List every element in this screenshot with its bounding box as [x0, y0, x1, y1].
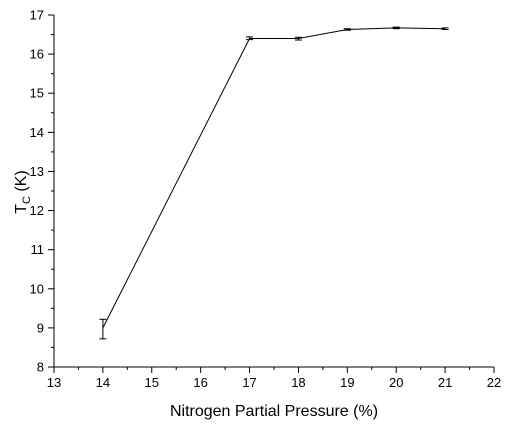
x-tick-label-16: 16 [193, 375, 207, 390]
y-axis-title-unit: (K) [13, 170, 30, 196]
x-tick-label-22: 22 [487, 375, 501, 390]
y-tick-label-9: 9 [37, 320, 44, 335]
x-tick-label-19: 19 [340, 375, 354, 390]
x-tick-label-14: 14 [96, 375, 110, 390]
x-tick-label-18: 18 [291, 375, 305, 390]
x-tick-label-21: 21 [438, 375, 452, 390]
x-tick-label-15: 15 [145, 375, 159, 390]
x-tick-label-17: 17 [242, 375, 256, 390]
x-tick-label-20: 20 [389, 375, 403, 390]
y-tick-label-12: 12 [30, 203, 44, 218]
y-tick-label-16: 16 [30, 47, 44, 62]
y-tick-label-13: 13 [30, 164, 44, 179]
y-axis-title: TC (K) [13, 170, 33, 214]
y-axis-title-subscript: C [21, 196, 33, 204]
axes-layer: 13 14 15 16 17 18 19 20 21 22 8 9 10 11 12 13 14 15 16 17 [30, 8, 502, 391]
y-tick-label-14: 14 [30, 125, 44, 140]
label-layer: Nitrogen Partial Pressure (%) TC (K) [13, 170, 378, 420]
y-tick-label-15: 15 [30, 86, 44, 101]
y-tick-label-17: 17 [30, 8, 44, 23]
x-axis-title: Nitrogen Partial Pressure (%) [170, 403, 378, 420]
x-tick-label-13: 13 [47, 375, 61, 390]
y-tick-label-11: 11 [31, 242, 45, 257]
y-tick-label-10: 10 [30, 281, 44, 296]
y-axis-title-main: T [13, 204, 30, 214]
series-line-0 [102, 27, 446, 329]
y-tick-label-8: 8 [37, 360, 44, 375]
series-layer [99, 26, 449, 340]
